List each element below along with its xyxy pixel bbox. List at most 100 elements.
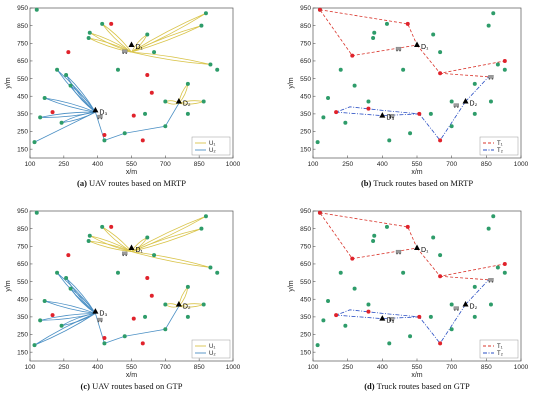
x-tick-label: 400: [92, 161, 103, 168]
x-axis-label: x/m: [126, 169, 137, 176]
red-point: [366, 106, 371, 111]
customer-point: [100, 21, 105, 26]
y-tick-label: 150: [300, 349, 311, 356]
customer-point: [326, 299, 331, 303]
y-tick-label: 250: [300, 332, 311, 339]
x-tick-label: 100: [25, 161, 36, 168]
customer-point: [401, 270, 406, 275]
customer-point: [215, 67, 220, 72]
y-tick-label: 350: [17, 314, 28, 321]
red-point: [317, 7, 322, 12]
red-point: [50, 313, 55, 318]
x-tick-label: 250: [342, 161, 353, 168]
y-tick-label: 650: [17, 58, 28, 65]
y-tick-label: 850: [300, 226, 311, 233]
legend-label: T₂: [497, 148, 504, 154]
depot-marker: [175, 301, 182, 307]
red-point: [102, 133, 107, 138]
depot-label: D₁: [136, 247, 144, 254]
red-point: [438, 341, 443, 346]
plot-frame: [312, 7, 522, 159]
customer-point: [352, 286, 357, 291]
caption-text: UAV routes based on MRTP: [87, 178, 186, 188]
caption-letter: (c): [81, 381, 91, 391]
route-t-path: [465, 76, 489, 102]
customer-point: [495, 265, 500, 270]
customer-point: [122, 131, 127, 136]
x-tick-label: 250: [342, 364, 353, 371]
customer-point: [472, 111, 477, 116]
customer-point: [438, 253, 443, 258]
depot-marker: [128, 244, 135, 251]
x-tick-label: 400: [377, 161, 388, 168]
customer-point: [371, 36, 376, 40]
customer-point: [68, 83, 73, 88]
legend-label: U₁: [209, 344, 215, 350]
depot-marker: [462, 301, 469, 307]
chart-panel-2: 100 250 400 550 700 850 1000 150 250 350 450 550 650…: [288, 5, 529, 188]
y-tick-label: 450: [300, 93, 311, 100]
route-t-path: [465, 279, 489, 305]
customer-point: [100, 224, 105, 229]
customer-point: [401, 67, 406, 72]
truck-icon: [122, 49, 128, 55]
customer-point: [208, 62, 213, 67]
truck-icon: [453, 306, 459, 311]
customer-point: [343, 323, 348, 328]
y-tick-label: 850: [17, 226, 28, 233]
customer-point: [495, 62, 500, 67]
customer-point: [343, 120, 348, 125]
x-tick-label: 100: [308, 364, 319, 371]
customer-point: [449, 99, 454, 104]
x-tick-label: 700: [446, 364, 457, 371]
red-point: [66, 50, 71, 55]
legend-label: U₂: [209, 351, 216, 357]
customer-point: [163, 99, 168, 104]
panel-caption: (a) UAV routes based on MRTP: [77, 178, 186, 188]
customer-point: [203, 11, 208, 16]
caption-letter: (b): [361, 178, 372, 188]
route-u-path: [95, 103, 180, 141]
red-point: [334, 313, 339, 318]
customer-point: [428, 314, 433, 319]
x-tick-label: 550: [126, 364, 137, 371]
customer-point: [87, 233, 92, 238]
x-tick-label: 700: [160, 364, 171, 371]
y-tick-label: 750: [300, 243, 311, 250]
x-tick-label: 100: [308, 161, 319, 168]
chart-panel-1: 100 250 400 550 700 850 1000 150 250 350 450 550 650…: [5, 5, 241, 188]
customer-point: [55, 270, 60, 275]
customer-point: [122, 334, 127, 339]
legend-label: U₁: [209, 141, 215, 147]
customer-point: [315, 140, 320, 145]
y-tick-label: 650: [300, 58, 311, 65]
customer-point: [449, 327, 454, 332]
customer-point: [438, 50, 443, 55]
customer-point: [488, 302, 493, 307]
x-tick-label: 1000: [226, 161, 241, 168]
y-tick-label: 550: [17, 279, 28, 286]
customer-point: [199, 23, 204, 28]
customer-point: [371, 239, 376, 243]
route-u-path: [101, 23, 132, 53]
customer-point: [163, 124, 168, 129]
customer-point: [338, 67, 343, 72]
caption-letter: (a): [77, 178, 87, 188]
y-tick-label: 850: [300, 23, 311, 30]
x-tick-label: 550: [126, 161, 137, 168]
x-tick-label: 700: [160, 161, 171, 168]
customer-point: [145, 32, 150, 37]
customer-point: [199, 226, 204, 231]
customer-point: [472, 81, 477, 86]
customer-point: [491, 11, 496, 16]
truck-icon: [395, 249, 402, 255]
x-tick-label: 550: [412, 364, 423, 371]
customer-point: [203, 214, 208, 219]
customer-point: [185, 81, 190, 86]
customer-point: [472, 284, 477, 289]
caption-text: Truck routes based on MRTP: [371, 178, 473, 188]
customer-point: [55, 67, 60, 72]
customer-point: [64, 73, 69, 78]
depot-label: D₃: [386, 318, 394, 325]
